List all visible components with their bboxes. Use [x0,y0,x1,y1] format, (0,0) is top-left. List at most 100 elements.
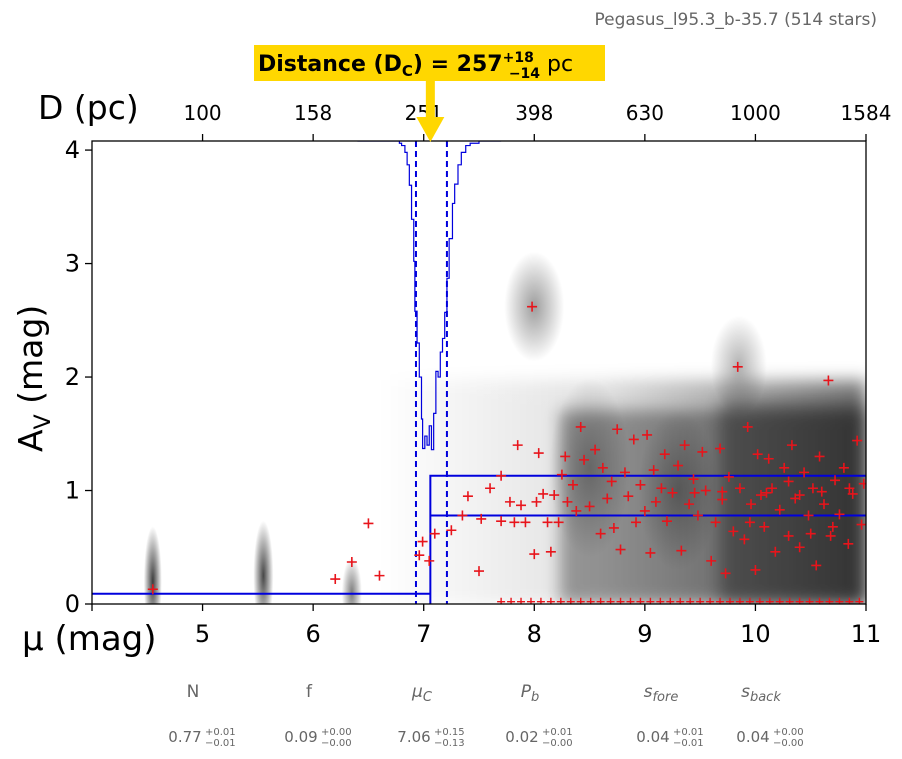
star-point [516,500,527,511]
svg-text:AV (mag): AV (mag) [11,305,56,452]
star-point-zero [636,597,645,604]
star-point [783,530,794,541]
density-map [143,141,866,604]
param-value: 0.02 [505,728,538,746]
star-point-zero [835,597,844,604]
star-point [852,435,863,446]
extinction-model-step [92,474,866,604]
star-point [774,504,785,515]
star-point-zero [696,597,705,604]
star-point [590,444,601,455]
density-blob [341,557,362,604]
star-point [844,483,855,494]
x-tick-label: 8 [527,620,542,648]
star-point-zero [845,597,854,604]
star-point-zero [626,597,635,604]
star-point [496,470,507,481]
star-point [746,499,757,510]
star-point [752,449,763,460]
star-point [606,476,617,487]
star-point-zero [616,597,625,604]
star-point [424,555,435,566]
y-tick-label: 1 [65,477,80,505]
star-point [661,516,672,527]
star-point [818,499,829,510]
star-point [562,496,573,507]
star-point [834,509,845,520]
star-point-zero [646,597,655,604]
top-tick-label: 1584 [841,101,892,125]
x-tick-label: 11 [851,620,882,648]
star-point-zero [507,597,516,604]
star-point [579,454,590,465]
star-point [838,462,849,473]
star-point-zero [765,597,774,604]
star-point [628,434,639,445]
star-point [417,536,428,547]
star-point-zero [666,597,675,604]
star-point [612,424,623,435]
star-point [656,483,667,494]
density-blob [143,526,162,604]
param-value: 7.06 [397,728,430,746]
star-point-zero [596,597,605,604]
star-point [814,451,825,462]
star-point [639,505,650,516]
param-name: sback [741,682,781,705]
star-point [744,517,755,528]
y-tick-label: 3 [65,250,80,278]
star-point [827,521,838,532]
star-point-zero [775,597,784,604]
star-point [623,491,634,502]
density-blob [549,377,630,558]
star-point [529,549,540,560]
star-point-zero [686,597,695,604]
y-axis-label: AV (mag) [11,305,56,452]
top-tick-label: 630 [626,101,664,125]
star-point [830,475,841,486]
star-point [531,496,542,507]
star-point [847,488,858,499]
param-minus: −0.01 [205,738,236,749]
star-point-zero [526,597,535,604]
star-point [567,479,578,490]
top-tick-label: 158 [294,101,332,125]
star-point [710,517,721,528]
param-minus: −0.13 [434,738,465,749]
star-point [595,528,606,539]
star-point-zero [795,597,804,604]
stars-scatter [147,301,866,604]
param-name: Pb [521,682,540,705]
star-point [692,510,703,521]
density-blob [253,520,274,604]
star-point [767,483,778,494]
star-point [476,513,487,524]
star-point [720,568,731,579]
star-point-zero [785,597,794,604]
star-point [684,499,695,510]
param-minus: −0.01 [673,738,704,749]
star-point-zero [815,597,824,604]
star-point-zero [676,597,685,604]
star-point [659,449,670,460]
star-point [374,570,385,581]
star-point [597,462,608,473]
annotation-sup: +18 [503,50,534,66]
star-point [615,544,626,555]
star-point-zero [755,597,764,604]
x-tick-label: 7 [416,620,431,648]
star-point-zero [536,597,545,604]
star-point [631,517,642,528]
svg-text:Distance (DC) = 257+18−14 pc: Distance (DC) = 257+18 −14 pc [258,50,573,82]
star-point [346,557,357,568]
star-point [667,487,678,498]
star-point [706,555,717,566]
distance-annotation: Distance (DC) = 257+18 −14 pc [254,45,605,142]
distance-arrow-shaft [425,81,435,117]
star-point [794,542,805,553]
star-point [575,421,586,432]
param-minus: −0.00 [542,738,573,749]
star-point [750,564,761,575]
star-point [429,528,440,539]
